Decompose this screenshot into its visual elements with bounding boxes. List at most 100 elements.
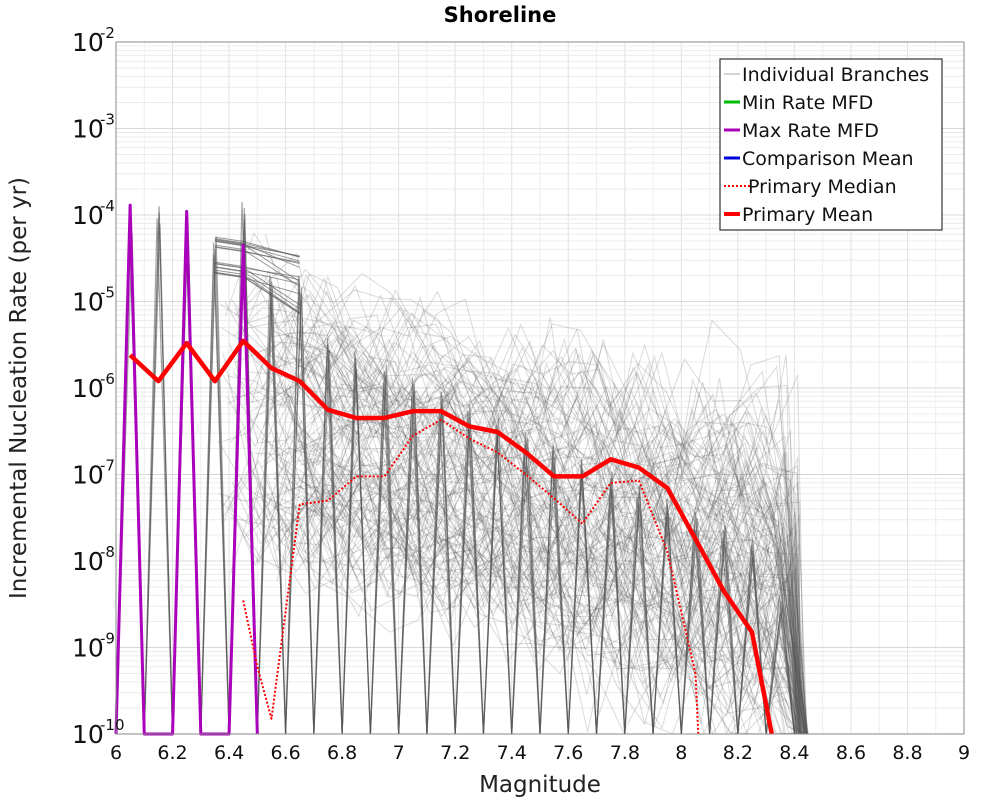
branch-spike [709, 537, 739, 735]
branch-line [309, 469, 796, 735]
legend-label-comparison-mean: Comparison Mean [742, 148, 914, 170]
branch-line [312, 501, 806, 735]
branch-line [230, 484, 806, 735]
legend-label-primary-mean: Primary Mean [742, 204, 873, 226]
branch-line [226, 321, 809, 735]
branch-line [250, 459, 802, 736]
branch-line [260, 382, 805, 735]
branch-line [277, 464, 804, 735]
branch-line [276, 495, 796, 735]
legend-box [719, 58, 943, 231]
branch-line [226, 356, 800, 735]
y-axis-ticks: 10-210-310-410-510-610-710-810-910-10 [72, 24, 125, 749]
branch-line [229, 342, 802, 735]
branch-line [299, 438, 800, 735]
branch-spike [398, 390, 428, 735]
branch-spike [369, 382, 400, 735]
branch-spike [595, 490, 626, 735]
x-tick-label: 6 [110, 742, 122, 764]
branch-spike [709, 543, 739, 735]
branch-line [275, 497, 803, 735]
branch-line [246, 341, 806, 735]
y-tick-exponent: -6 [100, 370, 115, 388]
branch-line [291, 314, 798, 735]
series-lines [114, 203, 774, 736]
branch-line [222, 466, 798, 735]
branch-line [263, 435, 801, 735]
branch-line [267, 475, 802, 735]
x-tick-label: 6.8 [327, 742, 357, 764]
branch-line [247, 371, 809, 735]
plot-frame [115, 41, 965, 735]
branch-line [253, 336, 800, 735]
branch-line [276, 519, 796, 735]
branch-line [221, 460, 800, 735]
branch-line [218, 368, 802, 735]
branch-line [232, 332, 802, 735]
y-tick-exponent: -2 [100, 24, 115, 42]
branch-line [297, 443, 803, 735]
branch-line [260, 430, 800, 735]
legend-label-max-rate: Max Rate MFD [742, 120, 879, 142]
x-tick-label: 8.4 [779, 742, 809, 764]
branch-line [306, 459, 798, 735]
y-tick-exponent: -8 [100, 543, 115, 561]
branch-line [265, 323, 803, 735]
branch-line [280, 273, 806, 735]
branch-line [307, 489, 808, 735]
x-tick-label: 9 [958, 742, 970, 764]
x-tick-label: 8 [675, 742, 687, 764]
branch-line [226, 494, 808, 735]
branch-spike [482, 436, 513, 735]
branch-line [286, 276, 797, 735]
branch-line [270, 284, 801, 735]
branch-line [243, 396, 806, 735]
x-tick-label: 8.2 [723, 742, 753, 764]
branch-spike [680, 530, 711, 735]
branch-line [292, 369, 806, 735]
branch-line [254, 425, 805, 735]
y-tick-label: 10 [72, 288, 104, 317]
branch-line [239, 252, 809, 735]
x-tick-label: 8.6 [836, 742, 866, 764]
branch-line [273, 428, 808, 735]
branch-spike [426, 403, 456, 735]
branch-line [267, 421, 795, 735]
branch-line [234, 306, 801, 735]
branch-line [222, 352, 797, 735]
branch-line [263, 344, 799, 735]
branch-line [307, 452, 808, 735]
x-axis-label: Magnitude [479, 772, 601, 798]
branch-line [273, 318, 802, 735]
branch-line [233, 497, 803, 735]
branch-line [279, 467, 801, 736]
branch-line [307, 412, 808, 735]
x-tick-label: 6.4 [214, 742, 244, 764]
branch-line [237, 484, 808, 736]
branch-line [305, 356, 805, 735]
chart-title: Shoreline [444, 3, 557, 27]
branch-line [264, 233, 809, 735]
branch-line [247, 470, 808, 735]
branch-spike [765, 613, 795, 735]
branch-line [242, 274, 801, 735]
legend-label-primary-median: Primary Median [742, 176, 897, 198]
branch-line [304, 492, 802, 735]
branch-spike [341, 369, 371, 735]
x-tick-label: 6.2 [157, 742, 187, 764]
branch-line [220, 268, 807, 735]
branch-line [274, 325, 799, 735]
y-tick-exponent: -9 [100, 630, 115, 648]
branch-spike [369, 376, 400, 735]
branch-line [273, 442, 802, 735]
branch-spike [539, 463, 569, 735]
branch-line [230, 458, 807, 735]
branch-spike [200, 254, 230, 735]
branch-line [309, 359, 807, 735]
series-primary-mean [128, 338, 774, 735]
y-tick-exponent: -7 [100, 457, 115, 475]
y-tick-label: 10 [72, 720, 104, 749]
branch-line [296, 408, 800, 735]
branch-line [214, 236, 300, 258]
branch-line [288, 315, 805, 735]
